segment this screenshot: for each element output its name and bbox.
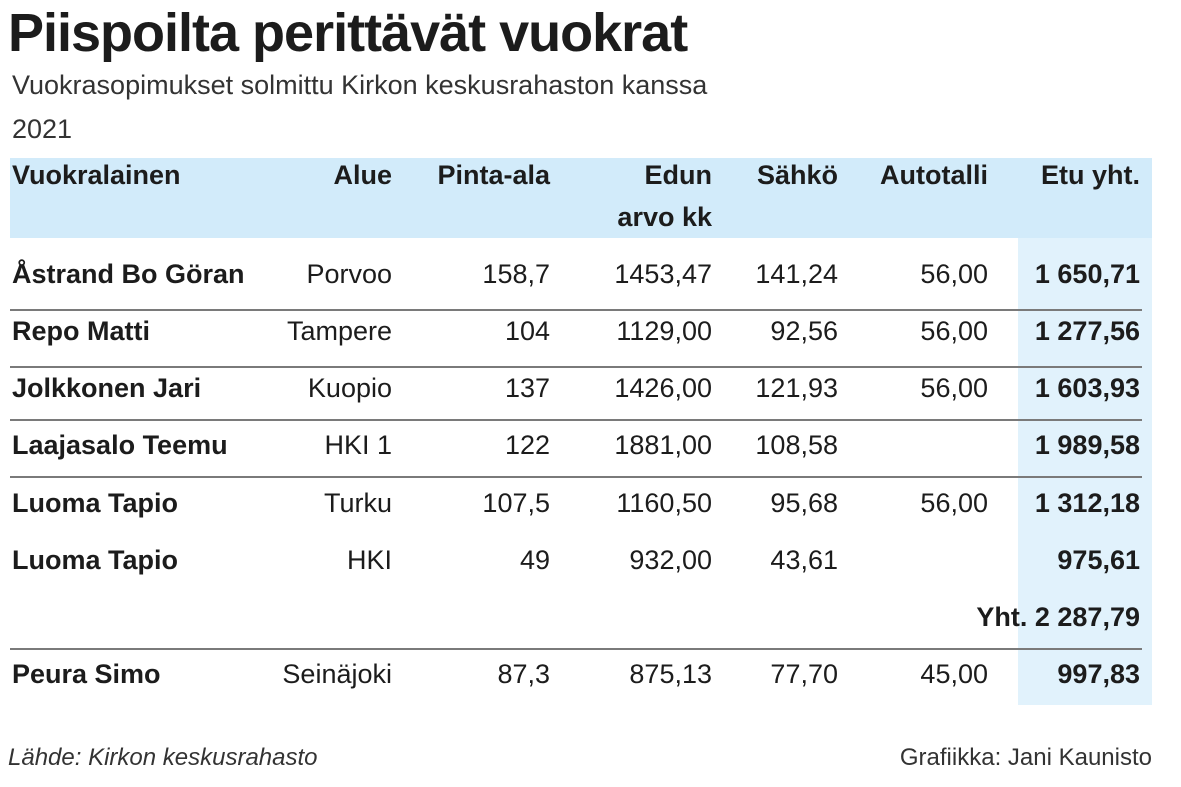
- table-cell: 1160,50: [616, 488, 712, 518]
- tenant-name: Laajasalo Teemu: [12, 430, 228, 460]
- table-cell: 1881,00: [614, 430, 712, 460]
- total-value: 975,61: [1057, 545, 1140, 575]
- table-cell: 56,00: [920, 316, 988, 346]
- table-cell: 137: [504, 373, 550, 403]
- column-header: Pinta-ala: [437, 160, 550, 190]
- table-cell: Kuopio: [307, 373, 392, 403]
- table-cell: 121,93: [755, 373, 838, 403]
- table-cell: 49: [519, 545, 550, 575]
- row-divider: [10, 366, 1142, 368]
- total-value: 1 312,18: [1034, 488, 1140, 518]
- table-cell: Tampere: [286, 316, 392, 346]
- column-header: Autotalli: [880, 160, 988, 190]
- table-cell: 108,58: [755, 430, 838, 460]
- tenant-name: Åstrand Bo Göran: [12, 259, 245, 289]
- table-cell: 43,61: [770, 545, 838, 575]
- row-divider: [10, 648, 1142, 650]
- table-cell: 158,7: [482, 259, 550, 289]
- table-cell: 1129,00: [616, 316, 712, 346]
- total-value: Yht. 2 287,79: [976, 602, 1140, 632]
- year: 2021: [12, 114, 73, 144]
- table-cell: 56,00: [920, 488, 988, 518]
- tenant-name: Jolkkonen Jari: [12, 373, 202, 403]
- table-cell: 104: [504, 316, 550, 346]
- total-value: 1 603,93: [1034, 373, 1140, 403]
- table-cell: 56,00: [920, 259, 988, 289]
- column-header: Alue: [333, 160, 392, 190]
- tenant-name: Luoma Tapio: [12, 488, 178, 518]
- table-cell: HKI 1: [324, 430, 392, 460]
- table-cell: Turku: [323, 488, 392, 518]
- row-divider: [10, 309, 1142, 311]
- tenant-name: Luoma Tapio: [12, 545, 178, 575]
- column-header: arvo kk: [617, 202, 712, 232]
- total-value: 1 277,56: [1034, 316, 1140, 346]
- table-cell: 56,00: [920, 373, 988, 403]
- table-header-band: [10, 158, 1152, 238]
- table-cell: Seinäjoki: [282, 659, 392, 689]
- table-cell: 875,13: [629, 659, 712, 689]
- column-header: Vuokralainen: [12, 160, 181, 190]
- table-cell: 95,68: [770, 488, 838, 518]
- column-header: Sähkö: [756, 160, 838, 190]
- credit: Grafiikka: Jani Kaunisto: [899, 744, 1152, 771]
- table-cell: 1426,00: [614, 373, 712, 403]
- column-header: Etu yht.: [1041, 160, 1140, 190]
- subtitle: Vuokrasopimukset solmittu Kirkon keskusr…: [12, 70, 708, 100]
- total-value: 1 989,58: [1034, 430, 1140, 460]
- page-title: Piispoilta perittävät vuokrat: [8, 3, 688, 63]
- table-cell: 92,56: [770, 316, 838, 346]
- table-cell: 77,70: [770, 659, 838, 689]
- tenant-name: Repo Matti: [12, 316, 150, 346]
- total-column-band: [1018, 238, 1152, 705]
- table-cell: 45,00: [920, 659, 988, 689]
- row-divider: [10, 419, 1142, 421]
- table-cell: Porvoo: [306, 259, 392, 289]
- source: Lähde: Kirkon keskusrahasto: [8, 744, 318, 771]
- table-cell: HKI: [346, 545, 392, 575]
- total-value: 997,83: [1057, 659, 1140, 689]
- table-cell: 107,5: [482, 488, 550, 518]
- tenant-name: Peura Simo: [12, 659, 161, 689]
- table-cell: 87,3: [497, 659, 550, 689]
- table-cell: 1453,47: [614, 259, 712, 289]
- table-cell: 141,24: [755, 259, 838, 289]
- row-divider: [10, 476, 1142, 478]
- total-value: 1 650,71: [1034, 259, 1140, 289]
- table-cell: 932,00: [629, 545, 712, 575]
- column-header: Edun: [644, 160, 713, 190]
- table-cell: 122: [504, 430, 550, 460]
